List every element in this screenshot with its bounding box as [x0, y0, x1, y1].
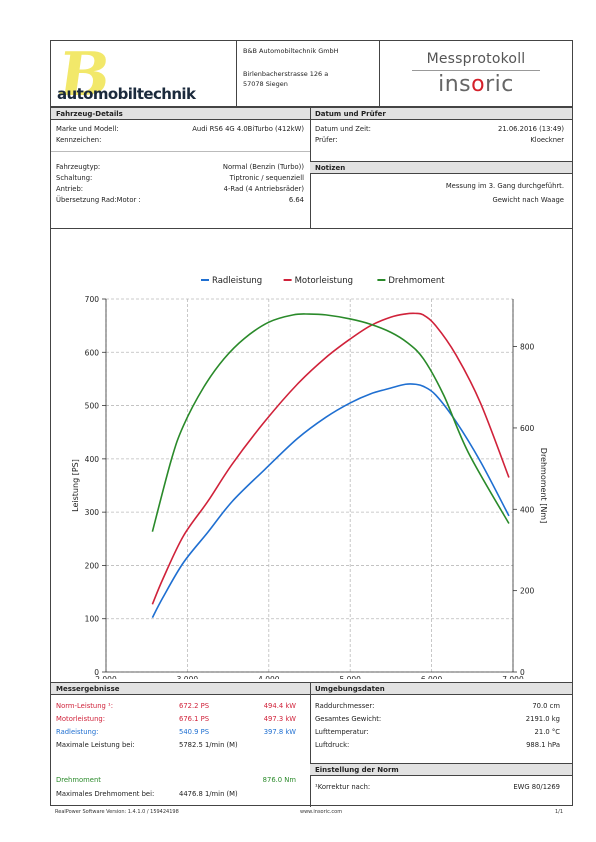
y2-tick-label: 600 — [520, 424, 535, 433]
y2-tick-label: 800 — [520, 343, 535, 352]
company-address: B&B Automobiltechnik GmbH Birlenbacherst… — [237, 41, 380, 107]
y-tick-label: 200 — [85, 561, 100, 570]
protocol-title: Messprotokoll — [426, 51, 526, 67]
y-tick-label: 500 — [85, 402, 100, 411]
protocol-title-box: Messprotokoll insoric — [380, 41, 572, 107]
series-line-motorleistung — [151, 312, 510, 605]
company-logo: B automobiltechnik — [51, 41, 237, 107]
legend-label: Drehmoment — [388, 276, 445, 286]
y-tick-label: 100 — [85, 615, 100, 624]
y-axis-label: Leistung [PS] — [71, 459, 80, 512]
x-tick-label: 5.000 — [339, 675, 361, 679]
website-link[interactable]: www.insoric.com — [300, 809, 343, 815]
logo-text: automobiltechnik — [57, 85, 196, 103]
y2-tick-label: 400 — [520, 505, 535, 514]
y2-tick-label: 0 — [520, 668, 525, 677]
power-chart: 2.0003.0004.0005.0006.0007.0000100200300… — [51, 229, 572, 694]
date-section-title: Datum und Prüfer — [310, 107, 572, 120]
company-street: Birlenbacherstrasse 126 a — [243, 70, 329, 78]
y2-axis-label: Drehmoment [Nm] — [539, 448, 548, 523]
report-header: B automobiltechnik B&B Automobiltechnik … — [51, 41, 572, 107]
power-chart-svg: 2.0003.0004.0005.0006.0007.0000100200300… — [71, 276, 548, 694]
y-tick-label: 300 — [85, 508, 100, 517]
norm-section-title: Einstellung der Norm — [310, 763, 572, 776]
y-tick-label: 0 — [94, 668, 99, 677]
y2-tick-label: 200 — [520, 587, 535, 596]
y-tick-label: 400 — [85, 455, 100, 464]
y-tick-label: 600 — [85, 348, 100, 357]
company-city: 57078 Siegen — [243, 80, 288, 88]
series-line-radleistung — [151, 383, 510, 619]
vehicle-section-title: Fahrzeug-Details — [51, 107, 310, 120]
report-frame: B automobiltechnik B&B Automobiltechnik … — [50, 40, 573, 807]
results-section-title: Messergebnisse — [51, 682, 310, 695]
series-line-drehmoment — [151, 313, 510, 532]
page-number: 1/1 — [555, 809, 564, 815]
legend-label: Motorleistung — [295, 276, 353, 286]
x-tick-label: 4.000 — [258, 675, 280, 679]
x-tick-label: 3.000 — [177, 675, 199, 679]
environment-section-title: Umgebungsdaten — [310, 682, 572, 695]
legend-label: Radleistung — [212, 276, 262, 286]
y-tick-label: 700 — [85, 295, 100, 304]
notes-section-title: Notizen — [310, 161, 572, 174]
software-version: RealPower Software Version: 1.4.1.0 / 15… — [55, 809, 179, 815]
company-name: B&B Automobiltechnik GmbH — [243, 47, 339, 55]
x-tick-label: 6.000 — [421, 675, 443, 679]
insoric-logo: insoric — [438, 72, 514, 97]
